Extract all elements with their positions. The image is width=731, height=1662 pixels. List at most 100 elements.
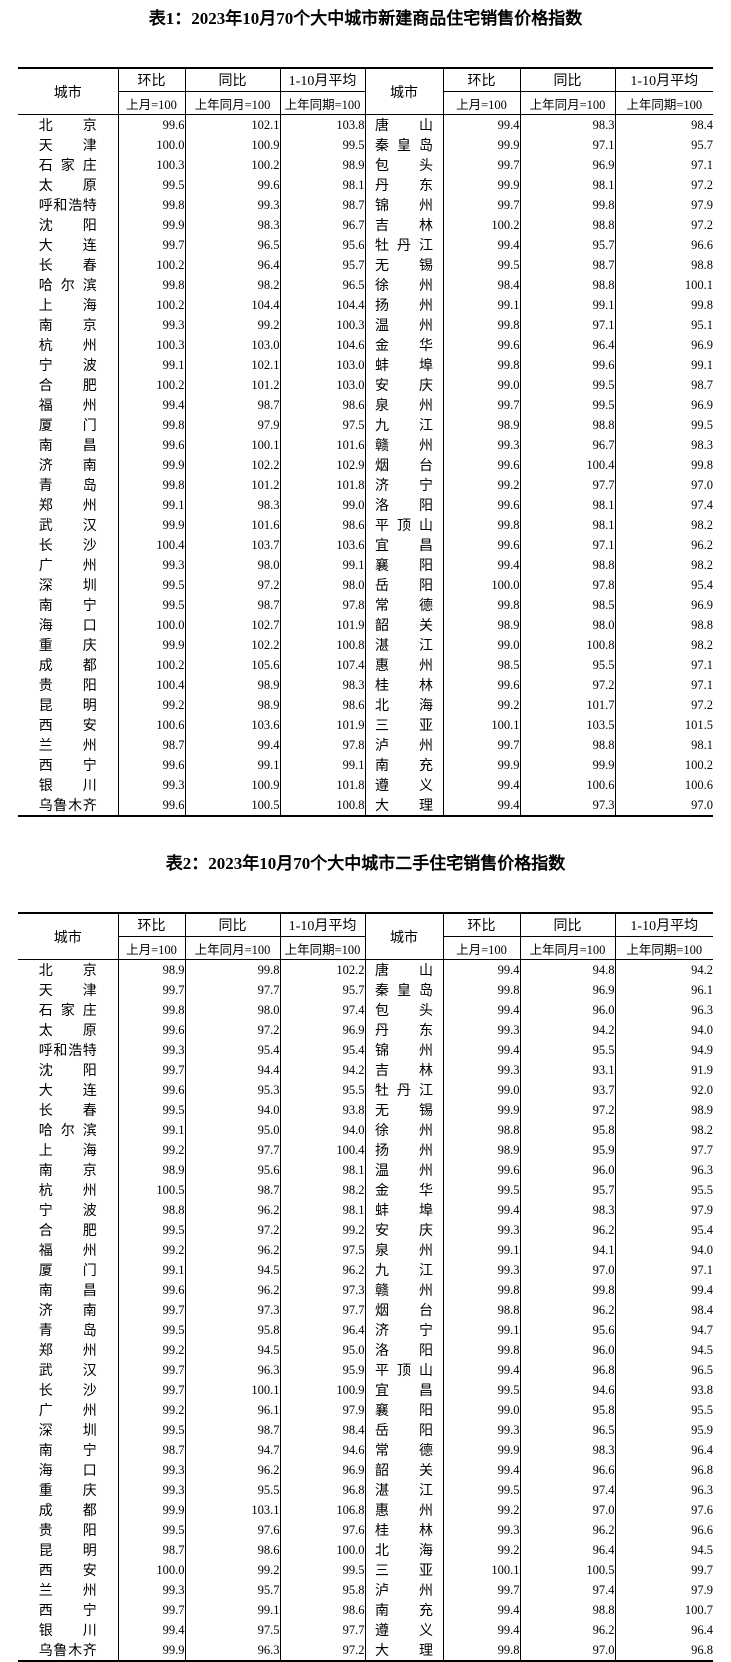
city-name-text: 无锡 [375, 259, 433, 274]
city-name-text: 南充 [375, 759, 433, 774]
city-name-text: 银川 [38, 1624, 97, 1639]
index-value: 96.0 [520, 1160, 616, 1180]
table-row: 呼和浩特 99.3 95.4 95.4 锦州 99.4 95.5 94.9 [18, 1040, 713, 1060]
index-value: 99.9 [443, 1440, 521, 1460]
index-value: 99.4 [443, 1600, 521, 1620]
index-value: 99.0 [443, 635, 521, 655]
city-name: 合肥 [18, 1220, 119, 1240]
index-value: 101.2 [185, 375, 281, 395]
table-row: 哈尔滨 99.1 95.0 94.0 徐州 98.8 95.8 98.2 [18, 1120, 713, 1140]
city-name-text: 桂林 [375, 1524, 433, 1539]
index-value: 96.9 [520, 980, 616, 1000]
index-value: 99.4 [443, 555, 521, 575]
city-name-text: 厦门 [38, 1264, 97, 1279]
index-value: 99.7 [443, 155, 521, 175]
city-name: 襄阳 [365, 555, 444, 575]
index-value: 100.6 [520, 775, 616, 795]
index-value: 99.1 [443, 295, 521, 315]
city-name: 呼和浩特 [18, 195, 119, 215]
city-name: 丹东 [365, 175, 444, 195]
city-name-text: 成都 [38, 1504, 97, 1519]
city-name-text: 烟台 [375, 1304, 433, 1319]
index-value: 99.6 [118, 795, 186, 816]
index-value: 97.2 [280, 1640, 366, 1661]
city-name: 大连 [18, 1080, 119, 1100]
table-row: 昆明 98.7 98.6 100.0 北海 99.2 96.4 94.5 [18, 1540, 713, 1560]
city-name: 济南 [18, 455, 119, 475]
city-name: 洛阳 [365, 1340, 444, 1360]
index-value: 97.1 [691, 1262, 713, 1277]
index-value: 93.7 [520, 1080, 616, 1100]
city-name-text: 天津 [38, 984, 97, 999]
table-row: 福州 99.2 96.2 97.5 泉州 99.1 94.1 94.0 [18, 1240, 713, 1260]
table-row: 长沙 99.7 100.1 100.9 宜昌 99.5 94.6 93.8 [18, 1380, 713, 1400]
table-row: 兰州 99.3 95.7 95.8 泸州 99.7 97.4 97.9 [18, 1580, 713, 1600]
index-value: 99.5 [280, 1560, 366, 1580]
city-name-text: 海口 [38, 1464, 97, 1479]
city-name-text: 遵义 [375, 779, 433, 794]
city-name-text: 扬州 [375, 1144, 433, 1159]
index-value: 95.8 [185, 1320, 281, 1340]
index-value: 104.4 [185, 295, 281, 315]
col-header-city: 城市 [365, 913, 444, 960]
city-name: 锦州 [365, 195, 444, 215]
city-name-text: 赣州 [375, 439, 433, 454]
table-row: 西宁 99.6 99.1 99.1 南充 99.9 99.9 100.2 [18, 755, 713, 775]
city-name-text: 成都 [38, 659, 97, 674]
city-name-text: 昆明 [38, 699, 97, 714]
index-value: 100.4 [520, 455, 616, 475]
index-value: 99.8 [443, 1280, 521, 1300]
index-value: 95.5 [520, 655, 616, 675]
index-value: 103.7 [185, 535, 281, 555]
col-header-yoy-base: 上年同月=100 [520, 91, 616, 115]
index-value: 99.5 [118, 1520, 186, 1540]
city-name: 福州 [18, 395, 119, 415]
index-value: 97.1 [520, 535, 616, 555]
city-name-text: 岳阳 [375, 1424, 433, 1439]
index-value: 99.1 [280, 555, 366, 575]
city-name-text: 重庆 [38, 639, 97, 654]
city-name-text: 石家庄 [38, 1004, 97, 1019]
index-value: 102.2 [185, 455, 281, 475]
index-value: 97.8 [520, 575, 616, 595]
index-value: 96.2 [280, 1260, 366, 1280]
index-value: 99.4 [443, 235, 521, 255]
index-value: 95.8 [520, 1120, 616, 1140]
index-value: 96.3 [691, 1002, 713, 1017]
index-value: 97.5 [280, 415, 366, 435]
table-row: 上海 99.2 97.7 100.4 扬州 98.9 95.9 97.7 [18, 1140, 713, 1160]
index-value: 98.5 [520, 595, 616, 615]
city-name: 烟台 [365, 1300, 444, 1320]
index-value: 99.2 [443, 695, 521, 715]
index-value: 99.2 [280, 1220, 366, 1240]
index-value: 98.7 [185, 595, 281, 615]
index-value: 97.0 [691, 797, 713, 812]
index-value: 99.9 [118, 515, 186, 535]
index-value: 97.9 [691, 1582, 713, 1597]
index-value: 98.2 [185, 275, 281, 295]
city-name: 襄阳 [365, 1400, 444, 1420]
table-row: 西宁 99.7 99.1 98.6 南充 99.4 98.8 100.7 [18, 1600, 713, 1620]
city-name-text: 银川 [38, 779, 97, 794]
index-value: 99.9 [443, 1100, 521, 1120]
table-row: 西安 100.0 99.2 99.5 三亚 100.1 100.5 99.7 [18, 1560, 713, 1580]
city-name: 济宁 [365, 1320, 444, 1340]
city-name: 无锡 [365, 255, 444, 275]
index-value: 100.0 [280, 1540, 366, 1560]
table-row: 银川 99.4 97.5 97.7 遵义 99.4 96.2 96.4 [18, 1620, 713, 1640]
index-value: 98.8 [443, 1300, 521, 1320]
city-name: 温州 [365, 1160, 444, 1180]
table-row: 海口 100.0 102.7 101.9 韶关 98.9 98.0 98.8 [18, 615, 713, 635]
index-value: 98.0 [520, 615, 616, 635]
city-name-text: 吉林 [375, 219, 433, 234]
index-value: 95.4 [280, 1040, 366, 1060]
city-name: 广州 [18, 1400, 119, 1420]
index-value: 103.6 [185, 715, 281, 735]
table-row: 郑州 99.2 94.5 95.0 洛阳 99.8 96.0 94.5 [18, 1340, 713, 1360]
index-value: 99.2 [118, 1240, 186, 1260]
index-value: 99.3 [118, 555, 186, 575]
city-name-text: 锦州 [375, 199, 433, 214]
city-name-text: 宁波 [38, 1204, 97, 1219]
city-name-text: 南昌 [38, 439, 97, 454]
city-name-text: 岳阳 [375, 579, 433, 594]
